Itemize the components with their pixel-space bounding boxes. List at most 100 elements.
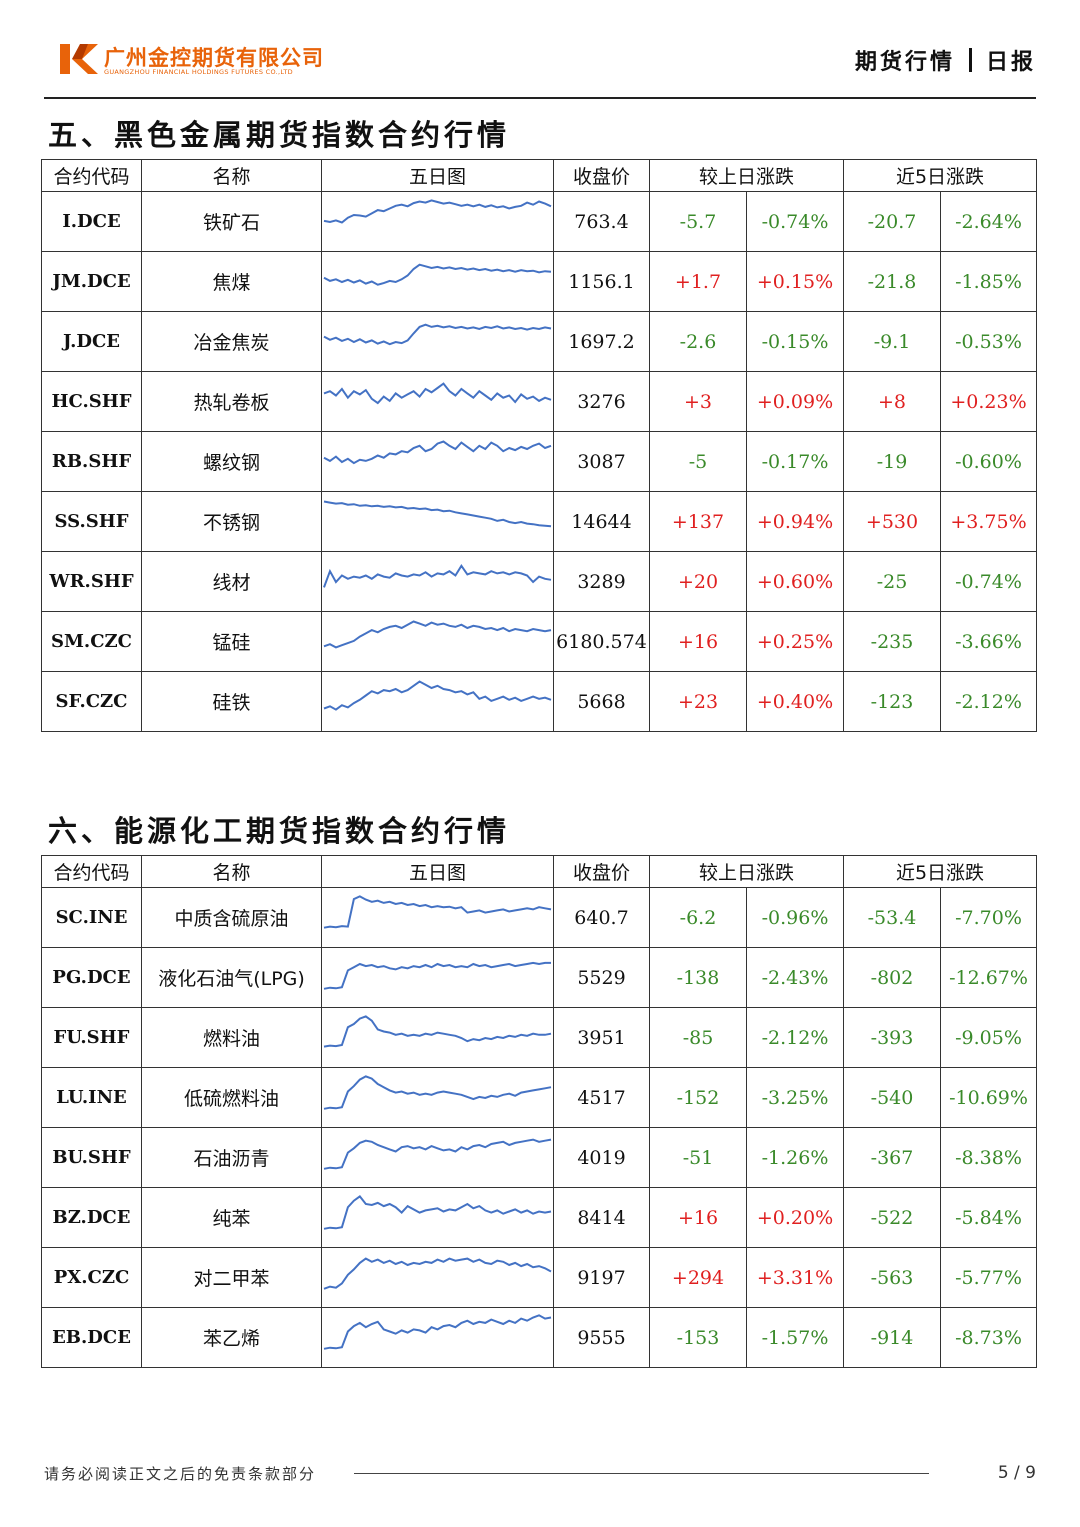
col-header-close: 收盘价 (553, 159, 650, 192)
five-day-change-pct: -2.64% (940, 191, 1038, 252)
contract-code: RB.SHF (41, 431, 142, 492)
five-day-sparkline (323, 323, 552, 345)
daily-change: -5.7 (649, 191, 747, 252)
header-divider (968, 48, 972, 72)
contract-name: 低硫燃料油 (141, 1067, 322, 1128)
five-day-change: -21.8 (843, 251, 942, 312)
five-day-change: -914 (843, 1307, 942, 1368)
col-header-5day-change: 近5日涨跌 (843, 855, 1038, 888)
table-row: FU.SHF 燃料油 3951 -85 -2.12% -393 -9.05% (41, 1007, 1038, 1068)
col-header-chart: 五日图 (321, 159, 554, 192)
table-row: BU.SHF 石油沥青 4019 -51 -1.26% -367 -8.38% (41, 1127, 1038, 1188)
five-day-change: -53.4 (843, 887, 942, 948)
daily-change-pct: -1.26% (745, 1127, 845, 1188)
five-day-sparkline (323, 679, 552, 711)
sparkline-path (323, 323, 552, 345)
contract-name: 冶金焦炭 (141, 311, 322, 372)
five-day-change-pct: -5.77% (940, 1247, 1038, 1308)
contract-code: EB.DCE (41, 1307, 142, 1368)
col-header-code: 合约代码 (41, 159, 142, 192)
five-day-chart-cell (321, 371, 554, 432)
five-day-change: +8 (843, 371, 942, 432)
contract-code: WR.SHF (41, 551, 142, 612)
table-row: RB.SHF 螺纹钢 3087 -5 -0.17% -19 -0.60% (41, 431, 1038, 492)
five-day-sparkline (323, 1256, 552, 1290)
five-day-change-pct: -10.69% (940, 1067, 1038, 1128)
five-day-chart-cell (321, 1247, 554, 1308)
five-day-change-pct: -5.84% (940, 1187, 1038, 1248)
five-day-change-pct: -0.74% (940, 551, 1038, 612)
contract-name: 石油沥青 (141, 1127, 322, 1188)
table-row: PG.DCE 液化石油气(LPG) 5529 -138 -2.43% -802 -12.67… (41, 947, 1038, 1008)
contract-code: SC.INE (41, 887, 142, 948)
five-day-sparkline (323, 1014, 552, 1048)
sparkline-path (323, 1194, 552, 1230)
contract-name: 液化石油气(LPG) (141, 947, 322, 1008)
five-day-change-pct: -0.53% (940, 311, 1038, 372)
five-day-sparkline (323, 263, 552, 286)
close-price: 4517 (553, 1067, 650, 1128)
five-day-chart-cell (321, 1187, 554, 1248)
sparkline-path (323, 1074, 552, 1110)
five-day-change: -123 (843, 671, 942, 732)
contract-name: 铁矿石 (141, 191, 322, 252)
daily-change-pct: +0.94% (745, 491, 845, 552)
daily-change: +294 (649, 1247, 747, 1308)
contract-name: 纯苯 (141, 1187, 322, 1248)
daily-change-pct: +0.60% (745, 551, 845, 612)
five-day-sparkline (323, 439, 552, 464)
report-category: 期货行情 (854, 50, 955, 75)
daily-change-pct: -2.43% (745, 947, 845, 1008)
five-day-sparkline (323, 1138, 552, 1170)
quote-table-energy-chemical: 合约代码 名称 五日图 收盘价 较上日涨跌 近5日涨跌 SC.INE 中质含硫原油… (41, 855, 1038, 1368)
daily-change: +3 (649, 371, 747, 432)
sparkline-path (323, 439, 552, 464)
five-day-sparkline (323, 500, 552, 527)
col-header-close: 收盘价 (553, 855, 650, 888)
company-logo: 广州金控期货有限公司 GUANGZHOU FINANCIAL HOLDINGS … (58, 40, 358, 86)
table-row: EB.DCE 苯乙烯 9555 -153 -1.57% -914 -8.73% (41, 1307, 1038, 1368)
logo-k-icon (60, 44, 98, 74)
sparkline-path (323, 679, 552, 711)
five-day-change: -522 (843, 1187, 942, 1248)
five-day-change: -802 (843, 947, 942, 1008)
table-row: SS.SHF 不锈钢 14644 +137 +0.94% +530 +3.75% (41, 491, 1038, 552)
close-price: 4019 (553, 1127, 650, 1188)
sparkline-path (323, 1313, 552, 1350)
close-price: 9197 (553, 1247, 650, 1308)
sparkline-path (323, 1014, 552, 1048)
table-header-row: 合约代码 名称 五日图 收盘价 较上日涨跌 近5日涨跌 (41, 159, 1038, 192)
five-day-chart-cell (321, 887, 554, 948)
daily-change: -153 (649, 1307, 747, 1368)
five-day-change: -235 (843, 611, 942, 672)
close-price: 3276 (553, 371, 650, 432)
five-day-chart-cell (321, 1007, 554, 1068)
company-name-cn: 广州金控期货有限公司 (104, 46, 324, 70)
five-day-chart-cell (321, 311, 554, 372)
daily-change: +20 (649, 551, 747, 612)
daily-change: -6.2 (649, 887, 747, 948)
contract-name: 对二甲苯 (141, 1247, 322, 1308)
daily-change: +16 (649, 1187, 747, 1248)
contract-name: 燃料油 (141, 1007, 322, 1068)
five-day-change: -540 (843, 1067, 942, 1128)
col-header-daily-change: 较上日涨跌 (648, 159, 845, 192)
close-price: 3951 (553, 1007, 650, 1068)
table-row: SM.CZC 锰硅 6180.574 +16 +0.25% -235 -3.66% (41, 611, 1038, 672)
five-day-change-pct: -12.67% (940, 947, 1038, 1008)
page-header: 广州金控期货有限公司 GUANGZHOU FINANCIAL HOLDINGS … (0, 0, 1080, 100)
daily-change: -51 (649, 1127, 747, 1188)
five-day-sparkline (323, 1074, 552, 1110)
daily-change: -138 (649, 947, 747, 1008)
five-day-chart-cell (321, 1127, 554, 1188)
close-price: 3087 (553, 431, 650, 492)
contract-name: 硅铁 (141, 671, 322, 732)
daily-change-pct: +0.25% (745, 611, 845, 672)
daily-change-pct: -0.96% (745, 887, 845, 948)
col-header-daily-change: 较上日涨跌 (648, 855, 845, 888)
page-number: 5 / 9 (997, 1463, 1036, 1483)
col-header-chart: 五日图 (321, 855, 554, 888)
five-day-change-pct: -1.85% (940, 251, 1038, 312)
table-row: JM.DCE 焦煤 1156.1 +1.7 +0.15% -21.8 -1.85% (41, 251, 1038, 312)
daily-change: +1.7 (649, 251, 747, 312)
